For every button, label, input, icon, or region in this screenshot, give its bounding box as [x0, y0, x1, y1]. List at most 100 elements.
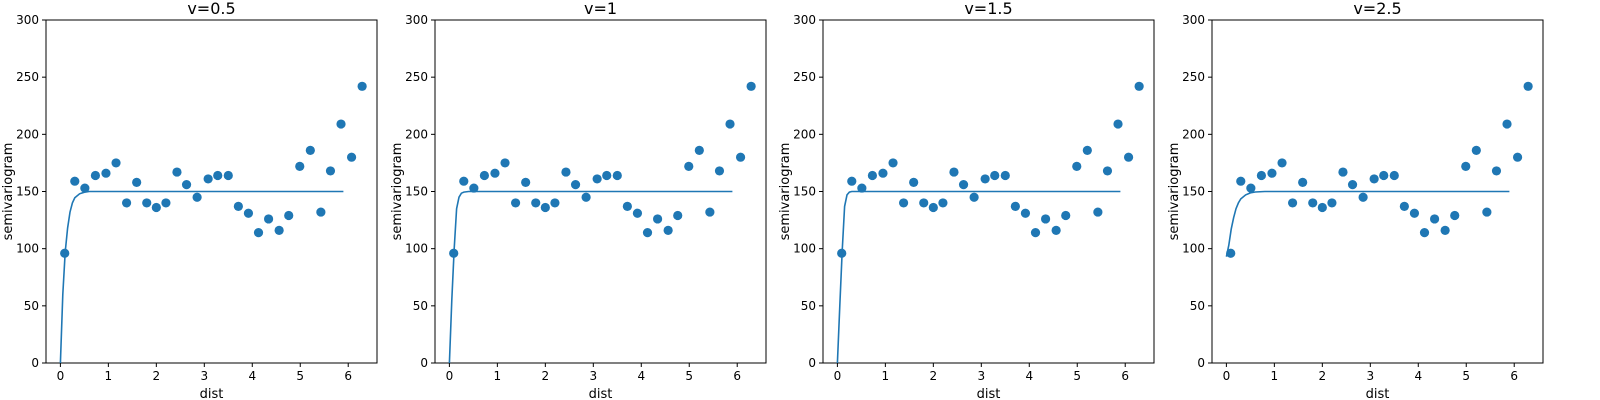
y-tick-label: 100	[1182, 242, 1205, 256]
x-tick-label: 2	[153, 369, 161, 383]
data-point	[181, 180, 192, 190]
data-point	[1419, 228, 1430, 238]
data-point	[70, 176, 80, 186]
data-point	[746, 81, 756, 91]
data-point	[1267, 168, 1277, 178]
data-point	[346, 152, 357, 162]
y-tick-label: 300	[793, 13, 816, 27]
data-point	[1308, 198, 1318, 208]
data-point	[60, 248, 70, 258]
data-point	[1482, 207, 1492, 217]
data-point	[203, 174, 213, 184]
data-point	[305, 145, 315, 155]
data-point	[1061, 210, 1071, 221]
data-point	[490, 168, 500, 178]
data-point	[510, 198, 521, 208]
data-point	[233, 201, 243, 211]
data-point	[172, 167, 182, 177]
data-point	[642, 228, 653, 238]
data-point	[531, 198, 541, 208]
x-tick-label: 6	[344, 369, 352, 383]
data-point	[673, 210, 683, 221]
data-point	[449, 248, 459, 258]
data-point	[1010, 201, 1020, 211]
y-tick-label: 150	[793, 185, 816, 199]
y-tick-label: 150	[405, 185, 428, 199]
data-point	[1429, 214, 1440, 224]
data-point	[284, 210, 294, 221]
data-point	[714, 166, 725, 176]
y-tick-label: 0	[1197, 356, 1205, 370]
data-point	[684, 161, 694, 171]
y-tick-label: 150	[16, 185, 39, 199]
data-point	[1030, 228, 1041, 238]
y-tick-label: 300	[16, 13, 39, 27]
x-tick-label: 5	[1462, 369, 1470, 383]
data-point	[1512, 152, 1523, 162]
data-point	[847, 176, 857, 186]
chart-title: v=1.5	[964, 0, 1012, 18]
data-point	[1298, 177, 1308, 187]
x-tick-label: 2	[1319, 369, 1327, 383]
data-point	[867, 170, 878, 181]
x-tick-label: 1	[105, 369, 113, 383]
data-point	[980, 174, 990, 184]
data-point	[570, 180, 581, 190]
data-point	[1317, 202, 1327, 213]
data-point	[561, 167, 571, 177]
data-point	[949, 167, 959, 177]
y-tick-label: 50	[801, 299, 816, 313]
data-point	[958, 180, 969, 190]
data-point	[192, 192, 202, 202]
data-point	[1093, 207, 1103, 217]
data-point	[1256, 170, 1267, 181]
data-point	[1461, 161, 1471, 171]
data-point	[1389, 170, 1399, 181]
y-tick-label: 100	[405, 242, 428, 256]
y-tick-label: 250	[1182, 70, 1205, 84]
data-point	[990, 170, 1000, 181]
data-point	[581, 192, 591, 202]
data-point	[612, 170, 622, 181]
data-point	[725, 119, 735, 129]
data-point	[1020, 208, 1031, 218]
data-point	[1287, 198, 1298, 208]
model-line	[836, 190, 1121, 364]
x-tick-label: 0	[446, 369, 454, 383]
data-point	[1040, 214, 1051, 224]
data-point	[253, 228, 264, 238]
subplot-2: v=1 dist semivariogram 0 1 2 3 4 5 6 0 50 100 150 2…	[390, 0, 767, 400]
x-tick-label: 3	[1366, 369, 1374, 383]
data-point	[336, 119, 346, 129]
data-point	[1369, 174, 1379, 184]
x-tick-label: 5	[685, 369, 693, 383]
data-point	[888, 158, 898, 168]
x-tick-label: 3	[200, 369, 208, 383]
data-point	[121, 198, 132, 208]
subplot-4: v=2.5 dist semivariogram 0 1 2 3 4 5 6 0 50 100 15…	[1167, 0, 1544, 400]
x-tick-label: 1	[1271, 369, 1279, 383]
data-point	[550, 198, 560, 208]
data-point	[263, 214, 274, 224]
data-point	[1358, 192, 1368, 202]
y-tick-label: 300	[1182, 13, 1205, 27]
data-point	[919, 198, 929, 208]
y-tick-label: 200	[405, 127, 428, 141]
data-point	[540, 202, 550, 213]
x-axis-label: dist	[589, 387, 613, 400]
y-tick-label: 50	[24, 299, 39, 313]
data-point	[1102, 166, 1113, 176]
data-point	[1450, 210, 1460, 221]
data-point	[1502, 119, 1512, 129]
data-point	[1051, 225, 1061, 235]
data-point	[132, 177, 142, 187]
y-tick-label: 200	[16, 127, 39, 141]
data-point	[1072, 161, 1082, 171]
data-point	[1440, 225, 1450, 235]
x-tick-label: 3	[977, 369, 985, 383]
y-axis-label: semivariogram	[390, 143, 405, 241]
x-tick-label: 6	[1510, 369, 1518, 383]
x-tick-label: 0	[834, 369, 842, 383]
data-point	[274, 225, 284, 235]
